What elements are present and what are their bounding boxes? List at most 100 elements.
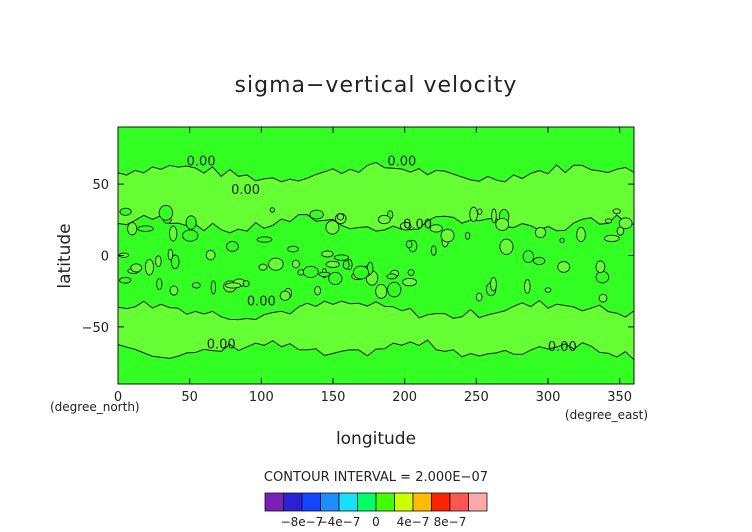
contour-blob (495, 217, 510, 231)
contour-blob (407, 269, 415, 276)
contour-blob (559, 237, 565, 244)
contour-blob (224, 282, 242, 289)
contour-blob (268, 257, 284, 271)
colorbar-tick-label: −4e−7 (318, 515, 361, 529)
contour-value-label: 0.00 (387, 155, 416, 170)
colorbar-swatch (357, 492, 377, 512)
colorbar-swatch (412, 492, 432, 512)
contour-blob (328, 271, 343, 285)
contour-blob (185, 215, 197, 230)
contour-blob (258, 263, 268, 271)
contour-blob (469, 206, 478, 222)
contour-value-label: 0.00 (403, 217, 432, 232)
contour-blob (598, 293, 608, 303)
contour-blob (333, 254, 349, 261)
y-tick-label: 0 (101, 250, 109, 265)
contour-interval-label: CONTOUR INTERVAL = 2.000E−07 (264, 470, 488, 485)
contour-blob (309, 209, 324, 220)
contour-blob (595, 270, 610, 284)
contour-blob (477, 208, 483, 215)
contour-blob (399, 221, 412, 231)
contour-blob (440, 228, 455, 243)
contour-blob (429, 224, 443, 233)
contour-blob (291, 259, 300, 269)
colorbar-tick-label: −8e−7 (281, 515, 324, 529)
contour-blob (242, 280, 250, 288)
contour-blob (170, 254, 180, 270)
contour-blob (336, 213, 344, 221)
colorbar-swatch (338, 492, 358, 512)
contour-blob (595, 260, 606, 274)
colorbar-tick-label: 4e−7 (397, 515, 430, 529)
contour-blob (156, 278, 163, 290)
colorbar-swatch (264, 492, 284, 512)
contour-blob (576, 226, 586, 243)
contour-value-label: 0.00 (247, 294, 276, 309)
contour-blob (557, 261, 571, 273)
chart-title: sigma−vertical velocity (235, 73, 518, 98)
x-tick-label: 150 (321, 390, 346, 405)
contour-blob (612, 208, 621, 215)
contour-blob (168, 225, 178, 242)
colorbar-tick-label: 0 (372, 515, 380, 529)
x-tick-label: 200 (392, 390, 417, 405)
contour-blob (533, 256, 546, 266)
x-tick-label: 100 (249, 390, 274, 405)
contour-blob (430, 245, 437, 256)
contour-blob (402, 277, 417, 287)
contour-blob (167, 248, 174, 261)
contour-blob (377, 214, 391, 225)
contour-blob (127, 222, 138, 236)
contour-blob (210, 280, 217, 295)
contour-blob (491, 208, 497, 224)
contour-blob (534, 226, 547, 239)
contour-blob (297, 269, 305, 276)
y-tick-label: −50 (82, 321, 109, 336)
contour-blob (325, 220, 340, 235)
contour-blob (321, 250, 334, 258)
colorbar: −8e−7−4e−7 0 4e−7 8e−7 (264, 492, 488, 529)
contour-blob (604, 218, 613, 224)
contour-value-label: 0.00 (231, 183, 260, 198)
colorbar-swatch (431, 492, 451, 512)
contour-blob (544, 287, 552, 293)
contour-blob (119, 277, 132, 284)
contour-blob (182, 229, 199, 242)
contour-blob (314, 285, 322, 296)
y-axis-title: latitude (55, 223, 75, 288)
colorbar-swatch (301, 492, 321, 512)
contour-blob (490, 276, 497, 292)
contour-blob (618, 217, 633, 230)
x-tick-label: 300 (536, 390, 561, 405)
contour-blob (302, 265, 319, 278)
contour-blob (137, 225, 154, 232)
x-units-label: (degree_east) (565, 408, 648, 422)
colorbar-swatch (394, 492, 414, 512)
contour-blob (226, 241, 239, 252)
contour-blob (130, 263, 143, 273)
contour-blob (269, 207, 275, 213)
contour-blob (603, 234, 620, 243)
contour-blob (475, 292, 483, 302)
contour-blob (169, 285, 179, 296)
contour-blob (119, 207, 132, 216)
x-tick-label: 350 (607, 390, 632, 405)
y-tick-label: 50 (92, 178, 109, 193)
contour-blob (144, 259, 155, 276)
axes: 0 50 100 150 200 250 300 350 −50 0 50 (82, 126, 635, 405)
contour-blob (375, 284, 388, 299)
colorbar-swatch (375, 492, 395, 512)
colorbar-swatch (320, 492, 340, 512)
contour-blob (522, 250, 535, 264)
contour-value-label: 0.00 (548, 340, 577, 355)
contour-labels: 0.00 0.00 0.00 0.00 0.00 0.00 0.00 (187, 155, 577, 356)
contour-blob (352, 265, 369, 280)
contour-blob (342, 260, 350, 270)
contour-blob (386, 273, 398, 280)
x-tick-label: 50 (181, 390, 198, 405)
contour-blob (287, 245, 299, 253)
contour-value-label: 0.00 (187, 155, 216, 170)
colorbar-swatch (283, 492, 303, 512)
x-axis-title: longitude (336, 429, 416, 449)
